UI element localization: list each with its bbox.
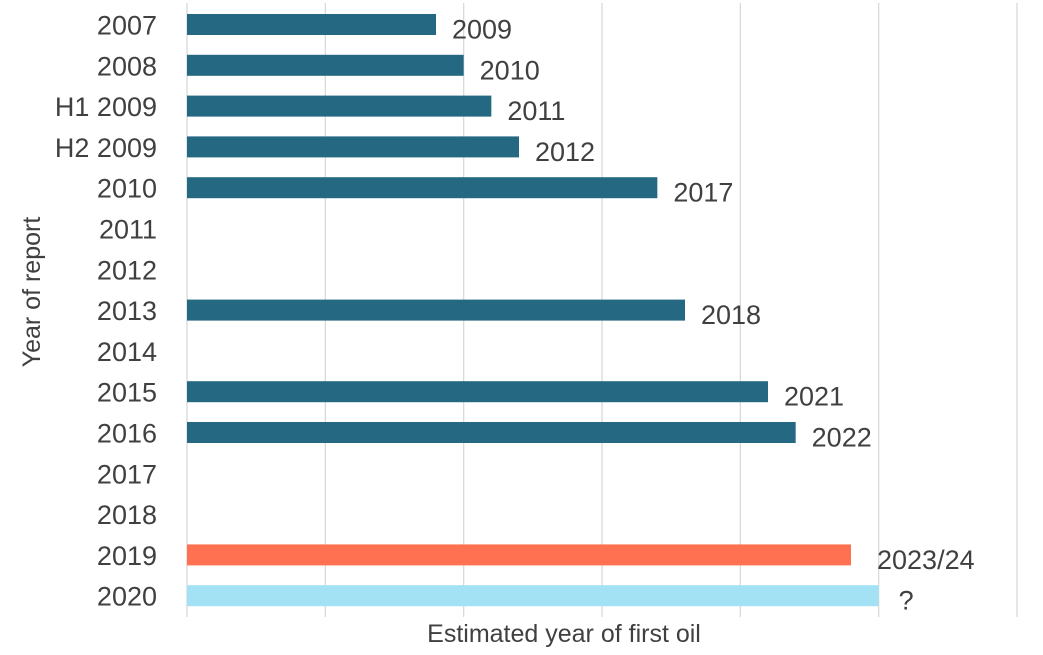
value-labels: 2009 2010 2011 2012 2017 2018 2021 2022 2023/24?	[452, 15, 975, 616]
bar	[187, 136, 519, 158]
bars	[187, 14, 879, 607]
bar	[187, 95, 492, 117]
bar	[187, 585, 879, 607]
value-label: 2012	[535, 137, 595, 167]
y-axis-title: Year of report	[18, 217, 46, 368]
bar	[187, 381, 768, 403]
category-label: 2013	[97, 296, 157, 326]
value-label: 2018	[701, 300, 761, 330]
category-label: 2010	[97, 174, 157, 204]
category-label: 2020	[97, 582, 157, 612]
category-label: 2008	[97, 51, 157, 81]
value-label: 2021	[784, 382, 844, 412]
bar	[187, 14, 436, 35]
category-label: 2017	[97, 459, 157, 489]
value-label: ?	[899, 586, 914, 616]
category-label: 2018	[97, 500, 157, 530]
category-label: 2019	[97, 541, 157, 571]
category-label: 2016	[97, 419, 157, 449]
bar	[187, 544, 851, 566]
category-label: H2 2009	[55, 133, 157, 163]
category-label: 2007	[97, 11, 157, 41]
value-label: 2010	[480, 55, 540, 85]
value-label: 2011	[507, 96, 565, 126]
category-label: 2012	[97, 255, 157, 285]
category-label: 2015	[97, 378, 157, 408]
category-label: 2014	[97, 337, 157, 367]
x-axis-title: Estimated year of first oil	[427, 620, 701, 648]
category-label: 2011	[99, 215, 157, 245]
bar	[187, 422, 796, 443]
category-label: H1 2009	[55, 92, 157, 122]
value-label: 2023/24	[877, 545, 975, 575]
category-labels: 2007 2008 H1 2009 H2 2009 2010 2011 2012 2013 20…	[55, 11, 157, 612]
bar	[187, 54, 464, 76]
value-label: 2022	[812, 423, 872, 453]
value-label: 2017	[673, 178, 733, 208]
bar	[187, 299, 685, 321]
bar	[187, 177, 658, 199]
value-label: 2009	[452, 15, 512, 45]
